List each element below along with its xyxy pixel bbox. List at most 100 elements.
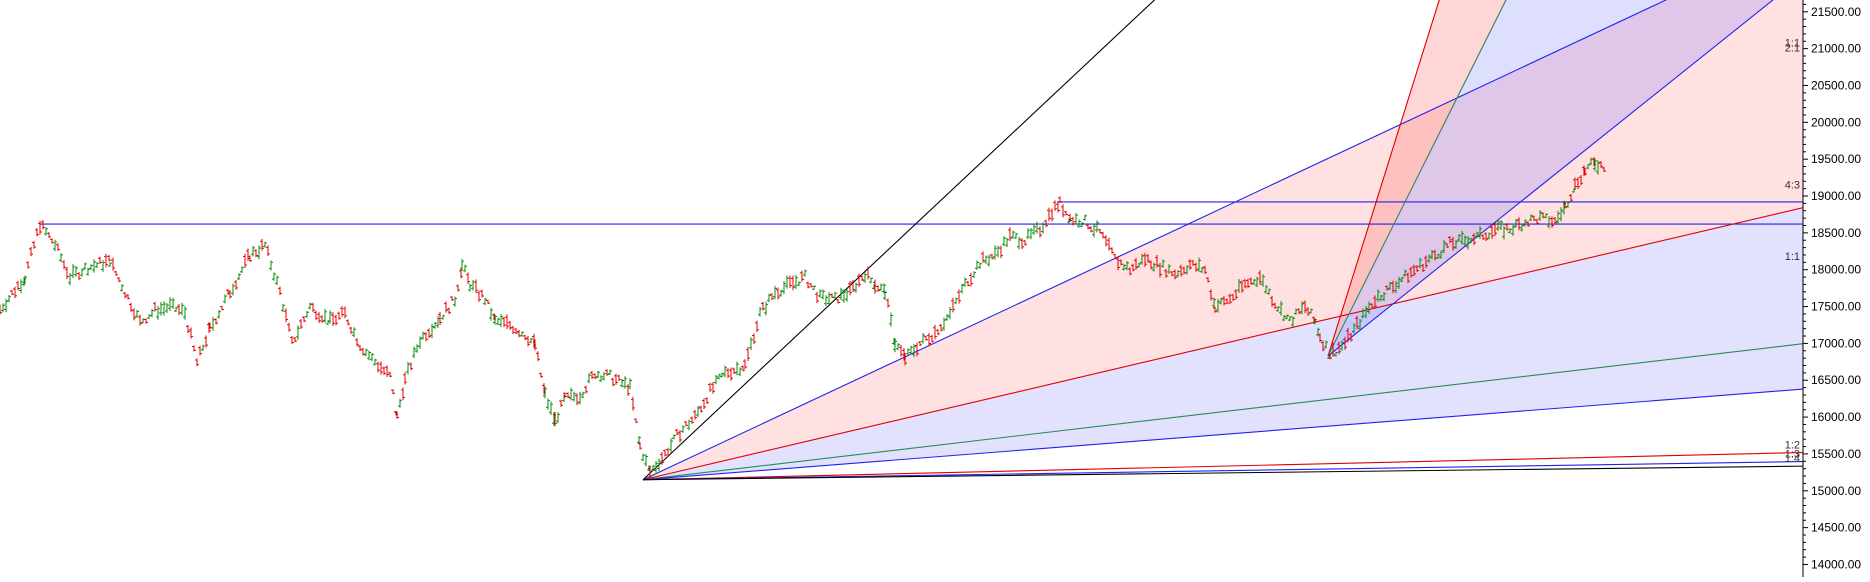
price-bar (1318, 333, 1322, 343)
price-bar (251, 245, 255, 257)
price-bar (1095, 220, 1099, 233)
price-bar (517, 330, 521, 338)
price-bar (876, 285, 880, 292)
price-bar (343, 306, 347, 319)
price-bar (505, 314, 509, 330)
price-bar (1228, 293, 1232, 305)
price-bar (287, 322, 291, 332)
price-bar (523, 334, 527, 340)
price-bar (543, 386, 547, 399)
price-bar (1451, 237, 1455, 251)
price-bar (1364, 306, 1368, 319)
price-bar (782, 281, 786, 295)
price-bar (559, 399, 563, 407)
price-bar (246, 248, 250, 262)
price-bar (150, 308, 154, 318)
price-bar (1427, 254, 1431, 263)
price-bar (1273, 302, 1277, 309)
price-bar (714, 374, 718, 385)
price-bar (466, 272, 470, 285)
price-bar (1137, 262, 1141, 268)
price-bar (520, 331, 524, 337)
price-bar (812, 285, 816, 291)
price-bar (1225, 298, 1229, 305)
price-bar (1240, 280, 1244, 293)
price-bar (699, 405, 703, 413)
price-bar (623, 376, 627, 389)
price-bar (809, 282, 813, 288)
price-bar (1313, 318, 1317, 325)
price-bar (1415, 265, 1419, 272)
price-bar (38, 220, 42, 235)
price-bar (741, 365, 745, 372)
price-bar (1544, 213, 1548, 219)
price-bar (1457, 233, 1461, 242)
fan-a-fill (643, 0, 1803, 480)
price-bar (367, 350, 371, 361)
price-bar (566, 392, 570, 399)
price-bar (1361, 308, 1365, 319)
price-bar (702, 398, 706, 410)
price-bar (334, 314, 338, 326)
price-bar (1206, 277, 1210, 283)
price-bar (231, 283, 235, 296)
price-bar (669, 438, 673, 453)
price-bar (797, 281, 801, 287)
price-bar (578, 391, 582, 405)
price-bar (1134, 257, 1138, 270)
price-bar (192, 345, 196, 352)
price-bar (553, 411, 557, 427)
price-bar (254, 249, 258, 258)
price-bar (101, 260, 105, 272)
price-bar (1602, 166, 1606, 172)
price-bar (204, 335, 208, 348)
price-bar (1493, 221, 1497, 236)
price-bar (228, 290, 232, 299)
price-bar (999, 245, 1003, 259)
price-bar (1321, 340, 1325, 352)
price-bar (317, 312, 321, 323)
y-axis-tick-label: 14000.00 (1811, 557, 1861, 571)
price-bar (1306, 307, 1310, 316)
price-bar (1478, 226, 1482, 240)
price-bar (302, 316, 306, 323)
price-bar (1559, 207, 1563, 222)
price-bar (1538, 210, 1542, 221)
price-bar (1529, 214, 1533, 222)
y-axis-tick-label: 15000.00 (1811, 484, 1861, 498)
price-bar (889, 312, 893, 327)
price-bar (1161, 259, 1165, 268)
price-bar (593, 373, 597, 380)
price-bar (800, 270, 804, 282)
price-bar (848, 280, 852, 296)
price-bar (156, 306, 160, 320)
price-bar (1044, 219, 1048, 228)
price-bar (171, 297, 175, 309)
price-bar (364, 348, 368, 357)
price-bar (444, 301, 448, 313)
price-bar (605, 369, 609, 376)
price-bar (1222, 296, 1226, 306)
fan-a-line (642, 0, 1668, 481)
price-bar (708, 382, 712, 392)
price-bar (729, 367, 733, 381)
price-bar (569, 387, 573, 401)
price-bar (16, 280, 20, 291)
price-bar (526, 335, 530, 347)
price-bar (779, 289, 783, 297)
price-bar (379, 361, 383, 375)
price-bar (681, 425, 685, 433)
price-bar (1149, 260, 1153, 270)
price-bar (942, 317, 946, 331)
price-bar (214, 318, 218, 325)
price-bar (114, 270, 118, 276)
price-bar (927, 333, 931, 347)
price-bar (314, 310, 318, 321)
price-bar (406, 361, 410, 375)
price-bar (1131, 263, 1135, 272)
price-bar (675, 428, 679, 436)
price-bar (1553, 216, 1557, 224)
price-bar (486, 299, 490, 305)
